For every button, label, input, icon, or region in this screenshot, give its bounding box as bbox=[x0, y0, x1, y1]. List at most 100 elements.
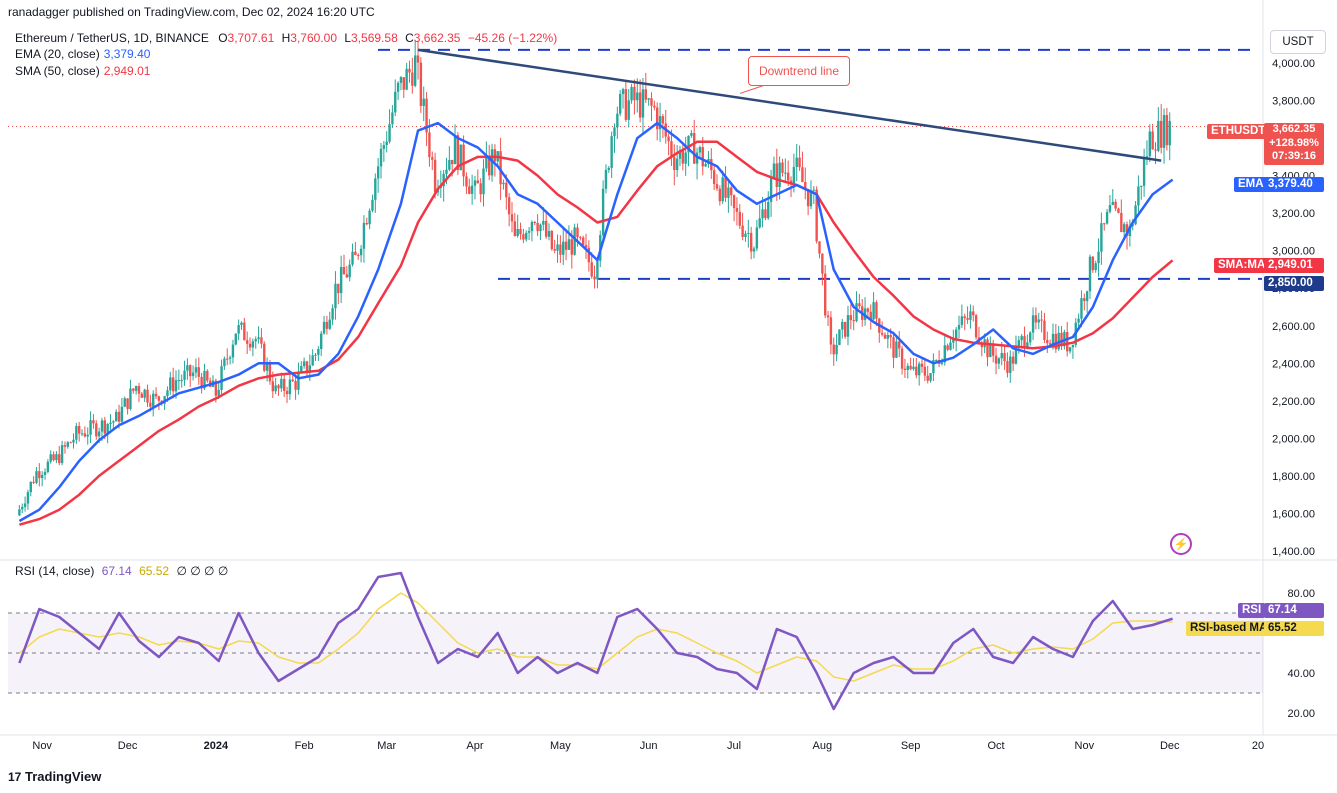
candle-body bbox=[351, 251, 354, 265]
candle-body bbox=[633, 86, 636, 101]
candle-body bbox=[1162, 115, 1166, 148]
candle-body bbox=[946, 345, 949, 350]
sma-tag-value: 2,949.01 bbox=[1264, 258, 1324, 273]
candle-body bbox=[798, 157, 801, 168]
candle-body bbox=[1168, 121, 1171, 146]
candle-body bbox=[701, 147, 704, 167]
candle-body bbox=[1111, 201, 1114, 206]
ohlc-change: −45.26 (−1.22%) bbox=[467, 31, 558, 45]
candle-body bbox=[171, 377, 175, 392]
candle-body bbox=[986, 339, 989, 358]
candle-body bbox=[183, 370, 186, 380]
candle-body bbox=[109, 422, 112, 424]
candle-body bbox=[821, 253, 824, 274]
candle-body bbox=[237, 325, 240, 334]
candle-body bbox=[792, 166, 796, 184]
last-price-box: 3,662.35 +128.98% 07:39:16 bbox=[1264, 123, 1324, 165]
flash-icon[interactable]: ⚡ bbox=[1170, 533, 1192, 555]
candle-body bbox=[1108, 205, 1112, 212]
candle-body bbox=[875, 302, 878, 319]
candle-body bbox=[157, 396, 161, 401]
candle-body bbox=[1134, 205, 1137, 225]
candle-body bbox=[1154, 149, 1157, 151]
candle-body bbox=[240, 322, 243, 326]
candle-body bbox=[1066, 332, 1069, 352]
candle-body bbox=[214, 380, 218, 396]
candle-body bbox=[1148, 131, 1151, 157]
candle-body bbox=[741, 225, 744, 237]
tradingview-logo: 17 TradingView bbox=[8, 769, 102, 784]
candle-body bbox=[604, 169, 608, 189]
price-tick-label: 2,600.00 bbox=[1272, 321, 1315, 333]
candle-body bbox=[115, 411, 118, 422]
time-tick-label: Jul bbox=[727, 740, 741, 752]
symbol-price-tag: ETHUSDT bbox=[1207, 124, 1270, 139]
candle-body bbox=[550, 230, 554, 250]
candle-body bbox=[661, 116, 665, 124]
candle-body bbox=[559, 244, 562, 255]
candle-body bbox=[97, 431, 101, 437]
candle-body bbox=[137, 386, 141, 394]
candle-body bbox=[331, 308, 334, 320]
candle-body bbox=[140, 393, 144, 398]
candle-body bbox=[749, 232, 753, 252]
candle-body bbox=[752, 248, 756, 252]
rsi-legend[interactable]: RSI (14, close) 67.14 65.52 ∅ ∅ ∅ ∅ bbox=[15, 564, 229, 578]
candle-body bbox=[832, 344, 835, 355]
candle-body bbox=[328, 319, 331, 329]
candle-body bbox=[40, 474, 44, 479]
candle-body bbox=[1137, 186, 1140, 206]
candle-body bbox=[915, 366, 918, 376]
candle-body bbox=[1003, 353, 1006, 362]
candle-body bbox=[66, 442, 69, 447]
candle-body bbox=[1023, 336, 1026, 349]
candle-body bbox=[818, 241, 821, 254]
candle-body bbox=[134, 386, 138, 391]
downtrend-annotation[interactable]: Downtrend line bbox=[748, 56, 850, 86]
candle-body bbox=[470, 185, 474, 194]
candle-body bbox=[883, 334, 887, 339]
candle-body bbox=[1114, 201, 1117, 209]
candle-body bbox=[835, 344, 838, 355]
candle-body bbox=[687, 135, 690, 153]
candle-body bbox=[1020, 336, 1023, 341]
candle-body bbox=[769, 177, 773, 202]
candle-body bbox=[305, 361, 309, 372]
candle-body bbox=[200, 376, 203, 389]
ohlc-open: O3,707.61 bbox=[218, 31, 275, 45]
time-tick-label: Feb bbox=[295, 740, 314, 752]
candle-body bbox=[758, 218, 761, 228]
time-tick-label: 20 bbox=[1252, 740, 1264, 752]
candle-body bbox=[1017, 340, 1021, 347]
candle-body bbox=[92, 420, 95, 424]
candle-body bbox=[154, 393, 158, 397]
candle-body bbox=[1122, 224, 1126, 233]
candle-body bbox=[989, 343, 992, 358]
candle-body bbox=[271, 381, 275, 392]
candle-body bbox=[274, 385, 277, 392]
ema-legend[interactable]: EMA (20, close) 3,379.40 bbox=[15, 47, 151, 61]
candle-body bbox=[584, 244, 588, 248]
candle-body bbox=[428, 132, 431, 158]
candle-body bbox=[513, 221, 517, 236]
candle-body bbox=[146, 389, 149, 403]
price-tick-label: 3,800.00 bbox=[1272, 96, 1315, 108]
candle-body bbox=[593, 276, 596, 280]
price-tick-label: 4,000.00 bbox=[1272, 58, 1315, 70]
candle-body bbox=[761, 209, 764, 219]
candle-body bbox=[1088, 256, 1092, 292]
candle-body bbox=[308, 365, 312, 372]
sma-legend[interactable]: SMA (50, close) 2,949.01 bbox=[15, 64, 151, 78]
candle-body bbox=[544, 220, 548, 237]
candle-body bbox=[63, 445, 67, 447]
candle-body bbox=[562, 241, 565, 255]
candle-body bbox=[226, 358, 229, 360]
candle-body bbox=[52, 454, 55, 461]
currency-button[interactable]: USDT bbox=[1270, 30, 1326, 54]
candle-body bbox=[653, 105, 656, 108]
candle-body bbox=[317, 349, 320, 355]
candle-body bbox=[898, 341, 901, 349]
candle-body bbox=[966, 318, 969, 320]
candle-body bbox=[673, 157, 676, 171]
